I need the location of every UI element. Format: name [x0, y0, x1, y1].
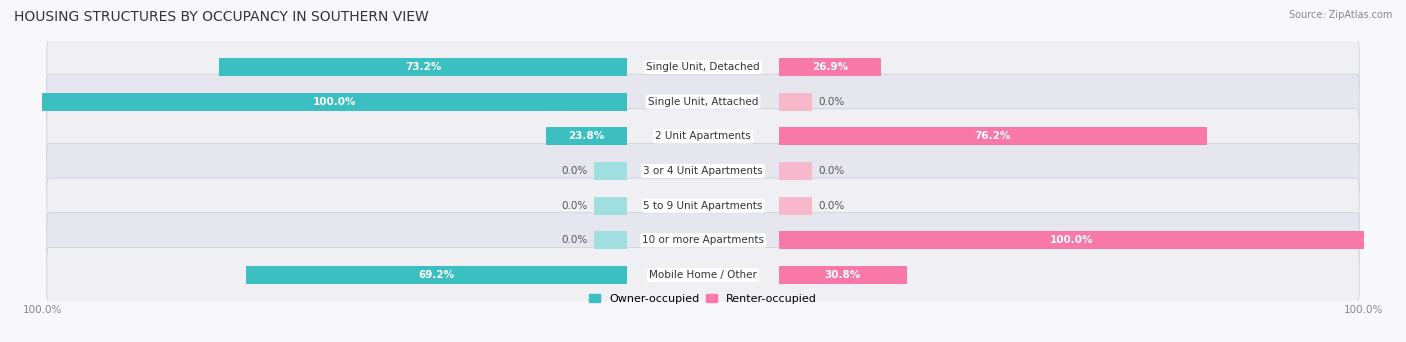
Text: 26.9%: 26.9% — [811, 62, 848, 72]
Text: 76.2%: 76.2% — [974, 131, 1011, 141]
Legend: Owner-occupied, Renter-occupied: Owner-occupied, Renter-occupied — [585, 289, 821, 308]
Bar — [42, 93, 627, 111]
Text: Single Unit, Attached: Single Unit, Attached — [648, 97, 758, 107]
Text: 2 Unit Apartments: 2 Unit Apartments — [655, 131, 751, 141]
Bar — [779, 127, 1206, 145]
Text: Mobile Home / Other: Mobile Home / Other — [650, 270, 756, 280]
Bar — [593, 231, 627, 249]
Text: 0.0%: 0.0% — [561, 235, 588, 245]
Text: 0.0%: 0.0% — [818, 201, 845, 211]
Bar — [593, 162, 627, 180]
FancyBboxPatch shape — [46, 213, 1360, 268]
Bar — [779, 197, 813, 215]
Text: 3 or 4 Unit Apartments: 3 or 4 Unit Apartments — [643, 166, 763, 176]
Bar — [779, 58, 880, 76]
Text: 100.0%: 100.0% — [1050, 235, 1092, 245]
Bar — [779, 266, 907, 284]
Bar — [593, 197, 627, 215]
Text: 30.8%: 30.8% — [825, 270, 860, 280]
Text: Source: ZipAtlas.com: Source: ZipAtlas.com — [1288, 10, 1392, 20]
Bar — [546, 127, 627, 145]
FancyBboxPatch shape — [46, 178, 1360, 233]
Bar — [246, 266, 627, 284]
FancyBboxPatch shape — [46, 144, 1360, 198]
Text: 0.0%: 0.0% — [561, 166, 588, 176]
Text: 10 or more Apartments: 10 or more Apartments — [643, 235, 763, 245]
Text: 100.0%: 100.0% — [314, 97, 356, 107]
Text: 0.0%: 0.0% — [818, 166, 845, 176]
Bar — [779, 93, 813, 111]
Text: 5 to 9 Unit Apartments: 5 to 9 Unit Apartments — [644, 201, 762, 211]
Text: Single Unit, Detached: Single Unit, Detached — [647, 62, 759, 72]
FancyBboxPatch shape — [46, 74, 1360, 129]
FancyBboxPatch shape — [46, 40, 1360, 94]
Bar — [219, 58, 627, 76]
Text: 0.0%: 0.0% — [818, 97, 845, 107]
Text: 23.8%: 23.8% — [568, 131, 605, 141]
Text: 73.2%: 73.2% — [405, 62, 441, 72]
FancyBboxPatch shape — [46, 248, 1360, 302]
Text: 69.2%: 69.2% — [419, 270, 454, 280]
FancyBboxPatch shape — [46, 109, 1360, 164]
Bar — [779, 231, 1364, 249]
Text: 0.0%: 0.0% — [561, 201, 588, 211]
Bar — [779, 162, 813, 180]
Text: HOUSING STRUCTURES BY OCCUPANCY IN SOUTHERN VIEW: HOUSING STRUCTURES BY OCCUPANCY IN SOUTH… — [14, 10, 429, 24]
